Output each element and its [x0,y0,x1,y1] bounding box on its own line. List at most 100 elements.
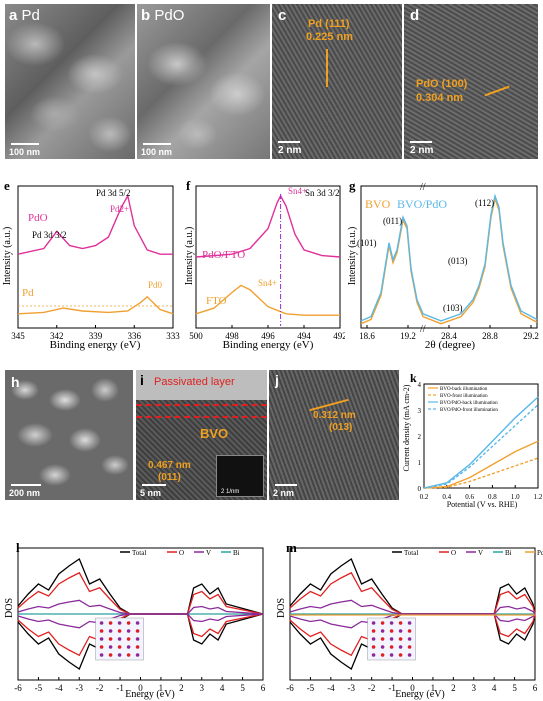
series-line [423,404,539,489]
atom [371,637,376,641]
legend-entry: Bi [233,549,240,557]
x-tick-label: 492 [333,331,345,341]
x-tick-label: -5 [307,683,315,693]
lattice-plane-label: PdO (100) [416,78,468,90]
x-axis-label: Energy (eV) [395,689,445,700]
scale-bar [275,484,297,486]
y-axis-label: Intensity (a.u.) [2,227,13,286]
x-tick-label: 4 [220,683,225,693]
peak-label: (101) [357,238,377,248]
y-axis-label: DOS [4,598,15,618]
panel-a-sem-pd: a Pd 100 nm [5,4,135,159]
x-tick-label: -3 [76,683,84,693]
peak-label: Pd0 [148,280,163,290]
panel-c-tem-pd: c Pd (111) 0.225 nm 2 nm [272,4,402,159]
legend-entry: Total [404,549,418,557]
x-tick-label: 0.6 [465,493,474,501]
scale-label: 2 nm [278,145,302,156]
lattice-plane-label: (011) [158,472,181,483]
atom [126,645,131,649]
legend-entry: Bi [505,549,512,557]
atom [389,621,394,625]
y-axis-label: Current density (mA cm-2) [402,384,411,471]
x-axis-label: Binding energy (eV) [223,339,314,351]
x-tick-label: 345 [11,331,25,341]
x-tick-label: -3 [348,683,356,693]
legend-entry: Total [132,549,146,557]
x-tick-label: 0.4 [442,493,451,501]
atom [380,621,385,625]
atom [117,645,122,649]
series-line-pdo [17,193,173,255]
x-tick-label: 0 [410,683,415,693]
atom [108,637,113,641]
atom [380,637,385,641]
peak-label: (013) [448,256,468,266]
x-tick-label: 3 [472,683,477,693]
peak-label: Sn4+ [288,186,307,196]
atom [126,653,131,657]
atom [371,629,376,633]
x-tick-label: 0.8 [488,493,497,501]
x-tick-label: 342 [50,331,64,341]
peak-label: Sn 3d 3/2 [305,188,340,198]
x-tick-label: 28.4 [441,331,457,341]
scale-label: 200 nm [9,488,41,498]
sem-texture [5,370,133,500]
peak-label: Pd 3d 5/2 [96,188,131,198]
scale-bar [11,143,39,145]
sem-texture [5,4,135,159]
atom [380,629,385,633]
x-tick-label: -2 [96,683,104,693]
atom [407,621,412,625]
peak-label: (112) [475,198,494,208]
x-tick-label: 494 [297,331,311,341]
chart-g-xrd: g 18.6 19.2 28.4 28.8 29.2 // // (101) (011) (013… [347,178,539,351]
x-tick-label: -6 [14,683,22,693]
atom [99,629,104,633]
panel-letter: e [4,178,10,193]
x-tick-label: -1 [388,683,396,693]
x-tick-label: -4 [55,683,63,693]
x-axis-label: Binding energy (eV) [50,339,141,351]
y-axis-label: Intensity (a.u.) [347,227,358,286]
x-tick-label: 1 [159,683,164,693]
atom [407,645,412,649]
atom [135,621,140,625]
series-line-fto [195,284,340,316]
panel-letter: i [140,372,144,388]
chart-k-jv: k 0.2 0.4 0.6 0.8 1.0 1.2 0 1 2 3 4 BVO-back illumi… [402,371,543,509]
legend-entry: O [451,549,456,557]
x-tick-label: -4 [327,683,335,693]
panel-b-sem-pdo: b PdO 100 nm [137,4,270,159]
panel-letter: g [349,178,356,193]
crystal-structure-inset [95,617,144,661]
x-tick-label: 0 [138,683,143,693]
atom [371,653,376,657]
peak-label: Pd 3d 3/2 [32,230,67,240]
panel-j-hrtem: j 0.312 nm (013) 2 nm [269,370,399,500]
legend-entry: BVO-front illumination [440,394,488,399]
scale-label: 2 nm [273,488,295,498]
atom [407,629,412,633]
series-line-pdo-fto [195,194,341,258]
atom [398,621,403,625]
x-tick-label: 4 [492,683,497,693]
atom [108,653,113,657]
surface-region [136,370,267,400]
scale-bar [11,484,41,486]
scale-bar [278,141,300,143]
x-tick-label: 1.0 [511,493,520,501]
atom [389,653,394,657]
legend-entry: V [478,549,483,557]
y-tick-label: 4 [418,381,422,389]
x-axis-label: Potential (V vs. RHE) [447,500,518,509]
y-tick-label: 1 [418,459,422,467]
bvo-label: BVO [200,426,229,441]
series-label-pdo-fto: PdO/FTO [202,249,245,261]
scale-label: 2 nm [410,145,434,156]
y-axis-label: DOS [276,598,287,618]
x-tick-label: 3 [200,683,205,693]
